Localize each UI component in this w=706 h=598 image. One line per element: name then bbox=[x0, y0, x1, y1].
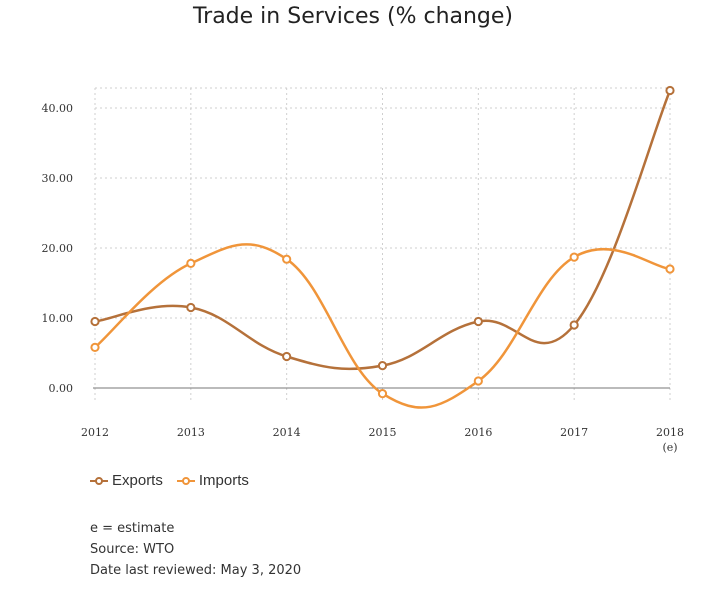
exports-point-2016 bbox=[473, 316, 483, 327]
y-tick-label: 10.00 bbox=[42, 312, 74, 325]
x-tick-label: 2015 bbox=[369, 426, 397, 439]
x-tick-sublabel: (e) bbox=[662, 441, 677, 454]
note-source: Source: WTO bbox=[90, 542, 175, 557]
exports-marker-icon bbox=[90, 476, 108, 485]
x-tick-label: 2017 bbox=[560, 426, 588, 439]
y-tick-label: 20.00 bbox=[42, 242, 74, 255]
legend: Exports Imports bbox=[90, 472, 263, 489]
imports-point-2013 bbox=[186, 258, 196, 268]
chart-notes: e = estimate Source: WTO Date last revie… bbox=[90, 518, 301, 581]
y-tick-label: 0.00 bbox=[49, 382, 74, 395]
imports-point-2016 bbox=[473, 376, 483, 386]
note-reviewed: Date last reviewed: May 3, 2020 bbox=[90, 563, 302, 578]
legend-item-exports[interactable]: Exports bbox=[90, 472, 163, 489]
y-tick-label: 30.00 bbox=[42, 172, 74, 185]
exports-point-2012 bbox=[90, 316, 100, 327]
exports-point-2014 bbox=[282, 351, 292, 362]
imports-marker-icon bbox=[176, 476, 195, 485]
exports-point-2015 bbox=[377, 361, 388, 371]
chart-title: Trade in Services (% change) bbox=[192, 4, 514, 29]
note-estimate: e = estimate bbox=[90, 521, 175, 536]
exports-point-2017 bbox=[569, 320, 579, 330]
imports-point-2014 bbox=[282, 254, 292, 264]
y-tick-label: 40.00 bbox=[42, 102, 74, 115]
imports-point-2012 bbox=[90, 342, 100, 352]
chart-canvas: 0.00 10.00 20.00 30.00 40.00 2012 2013 2014 2015… bbox=[42, 85, 684, 454]
legend-item-imports[interactable]: Imports bbox=[176, 472, 249, 489]
x-tick-label: 2018 bbox=[656, 426, 684, 439]
exports-point-2018 bbox=[665, 85, 675, 96]
legend-label-imports: Imports bbox=[198, 472, 249, 489]
x-tick-label: 2014 bbox=[273, 426, 301, 439]
x-tick-label: 2013 bbox=[177, 426, 205, 439]
imports-point-2015 bbox=[377, 389, 388, 399]
imports-point-2018 bbox=[665, 264, 675, 274]
imports-point-2017 bbox=[569, 252, 579, 262]
legend-label-exports: Exports bbox=[112, 472, 163, 489]
exports-point-2013 bbox=[186, 302, 196, 313]
x-tick-label: 2016 bbox=[464, 426, 492, 439]
x-tick-label: 2012 bbox=[81, 426, 109, 439]
